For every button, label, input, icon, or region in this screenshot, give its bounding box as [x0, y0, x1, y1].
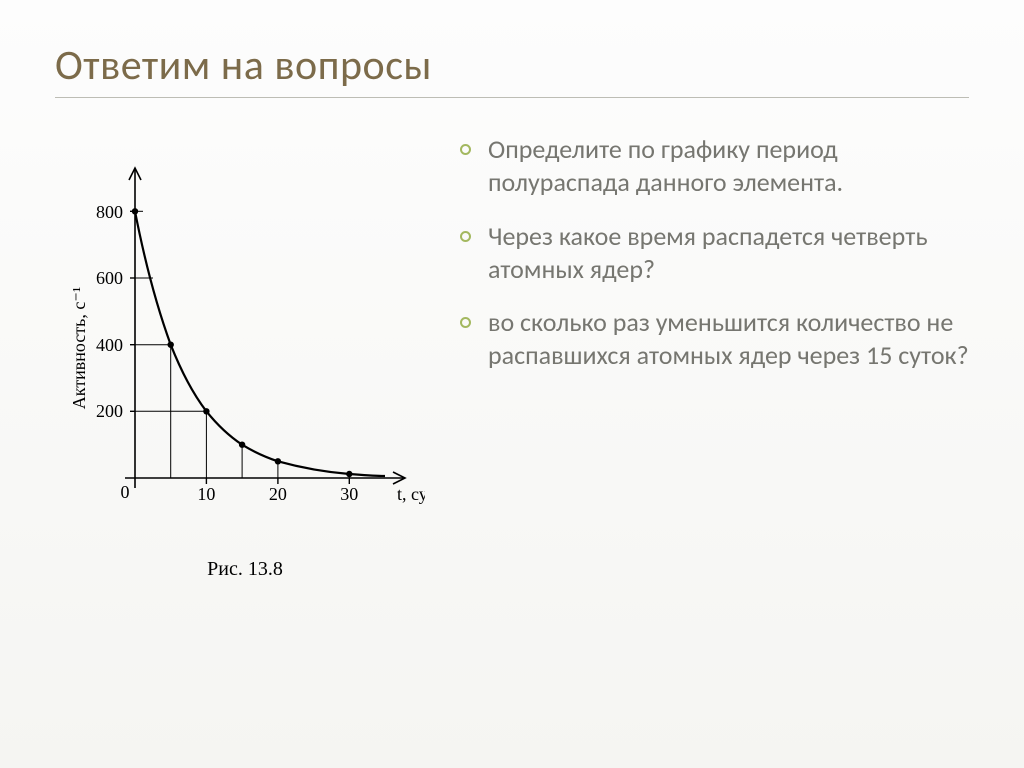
bullet-list: Определите по графику период полураспада…	[460, 133, 969, 373]
bullet-item: во сколько раз уменьшится количество не …	[460, 306, 969, 373]
x-tick-0: 0	[121, 482, 130, 502]
chart-caption: Рис. 13.8	[207, 558, 283, 581]
decay-chart: 0 10 20 30 200 400 600 800 t, сут Активн…	[65, 158, 425, 538]
content-row: 0 10 20 30 200 400 600 800 t, сут Активн…	[55, 128, 969, 581]
bullet-item: Определите по графику период полураспада…	[460, 133, 969, 200]
title-container: Ответим на вопросы	[55, 40, 969, 98]
y-tick-800: 800	[96, 202, 123, 222]
y-axis-label: Активность, с⁻¹	[69, 287, 89, 410]
x-tick-30: 30	[340, 484, 358, 504]
x-axis-label: t, сут	[397, 484, 425, 504]
bullet-item: Через какое время распадется четверть ат…	[460, 220, 969, 287]
slide-title: Ответим на вопросы	[55, 40, 969, 91]
y-tick-200: 200	[96, 401, 123, 421]
chart-column: 0 10 20 30 200 400 600 800 t, сут Активн…	[55, 128, 435, 581]
bullet-column: Определите по графику период полураспада…	[460, 128, 969, 393]
y-tick-400: 400	[96, 335, 123, 355]
x-tick-10: 10	[197, 484, 215, 504]
y-tick-600: 600	[96, 268, 123, 288]
slide: Ответим на вопросы	[0, 0, 1024, 768]
x-tick-20: 20	[269, 484, 287, 504]
